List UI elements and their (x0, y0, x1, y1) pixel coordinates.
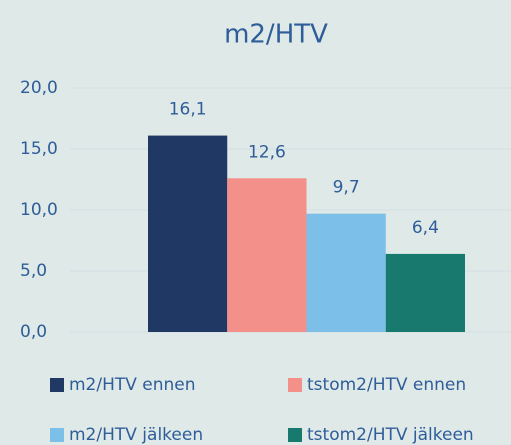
data-label: 16,1 (169, 100, 207, 120)
y-tick-label: 10,0 (20, 200, 58, 220)
legend-label: tstom2/HTV ennen (307, 375, 466, 395)
y-tick-label: 15,0 (20, 139, 58, 159)
y-tick-label: 20,0 (20, 78, 58, 98)
bar (148, 135, 228, 332)
bar (227, 178, 307, 332)
y-tick-label: 0,0 (20, 322, 47, 342)
legend-swatch (50, 428, 64, 442)
data-label: 9,7 (333, 178, 360, 198)
data-label: 12,6 (248, 142, 286, 162)
bar (306, 213, 386, 332)
y-tick-label: 5,0 (20, 261, 47, 281)
legend-label: m2/HTV ennen (69, 375, 196, 395)
chart-title: m2/HTV (224, 20, 328, 50)
legend-label: tstom2/HTV jälkeen (307, 425, 474, 445)
bar (385, 253, 465, 332)
data-label: 6,4 (412, 218, 439, 238)
legend-swatch (288, 378, 302, 392)
legend-swatch (288, 428, 302, 442)
legend-swatch (50, 378, 64, 392)
legend-label: m2/HTV jälkeen (69, 425, 203, 445)
